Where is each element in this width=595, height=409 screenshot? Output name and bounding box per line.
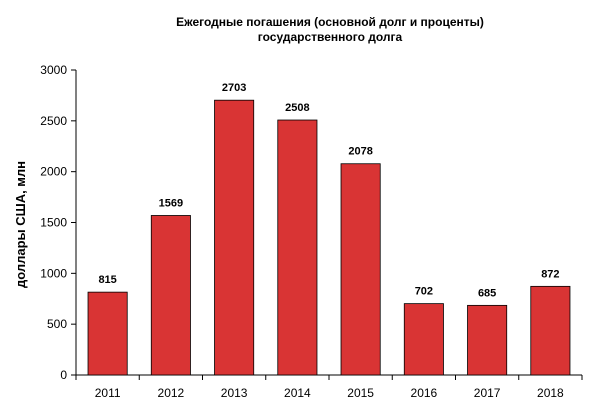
x-tick-label: 2013 [221,386,248,400]
chart-title-line-2: государственного долга [257,30,403,44]
data-label: 702 [415,286,433,298]
bar [340,163,381,376]
x-tick-label: 2018 [537,386,564,400]
x-tick-label: 2016 [411,386,438,400]
bar [467,304,508,376]
data-label: 815 [98,274,116,286]
y-tick-label: 2000 [40,165,67,179]
bar [530,285,571,376]
x-tick-label: 2015 [347,386,374,400]
y-tick-label: 0 [60,368,67,382]
y-tick-label: 500 [47,317,67,331]
data-label: 1569 [159,197,183,209]
bar [214,99,255,376]
y-axis-title: доллары США, млн [13,161,28,288]
data-label: 685 [478,287,496,299]
y-tick-label: 2500 [40,114,67,128]
x-tick-label: 2012 [158,386,185,400]
bar [403,303,444,376]
y-tick-label: 3000 [40,63,67,77]
y-tick-label: 1500 [40,216,67,230]
x-tick-label: 2014 [284,386,311,400]
bar [150,215,191,376]
y-tick-label: 1000 [40,266,67,280]
x-tick-label: 2011 [95,386,121,400]
bar [87,291,128,376]
data-label: 2078 [348,146,372,158]
x-tick-label: 2017 [474,386,501,400]
data-label: 872 [541,268,559,280]
data-label: 2703 [222,82,246,94]
data-label: 2508 [285,102,309,114]
bar [277,119,318,376]
chart-title-line-1: Ежегодные погашения (основной долг и про… [176,15,484,29]
